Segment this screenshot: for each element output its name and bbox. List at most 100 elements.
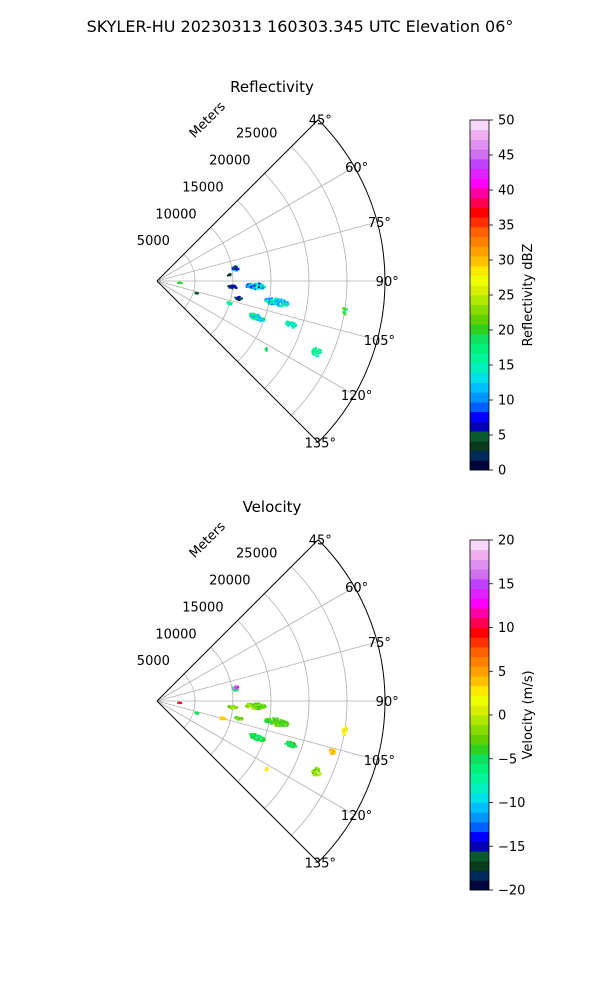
radar-gate-point — [233, 688, 236, 691]
colorbar-segment — [470, 831, 489, 842]
radar-gate-point — [237, 268, 240, 271]
radar-gate-point — [277, 718, 280, 721]
radar-gate-point — [285, 304, 288, 307]
colorbar-segment — [470, 578, 489, 590]
radar-gate-point — [276, 299, 279, 302]
radar-gate-point — [195, 712, 198, 715]
colorbar-tick-label: 40 — [498, 184, 515, 199]
radar-gate-point — [258, 283, 261, 286]
angle-tick-label: 120° — [341, 809, 372, 824]
radar-gate-point — [263, 319, 266, 322]
radar-gate-point — [180, 282, 183, 285]
radar-gate-point — [263, 738, 266, 741]
colorbar-segment — [470, 841, 489, 852]
radar-gate-point — [344, 733, 347, 735]
radar-gate-point — [240, 719, 243, 721]
radial-tick-label: 25000 — [236, 547, 277, 562]
velocity-colorbar-label: Velocity (m/s) — [521, 670, 536, 759]
radar-gate-point — [249, 314, 252, 317]
colorbar-segment — [470, 129, 489, 140]
radar-gate-point — [255, 314, 258, 317]
colorbar-segment — [470, 627, 489, 638]
colorbar-segment — [470, 734, 489, 745]
radar-gate-point — [314, 767, 317, 770]
radar-gate-point — [313, 770, 316, 773]
radar-gate-point — [237, 299, 240, 301]
colorbar-tick-label: 10 — [498, 621, 515, 636]
radar-gate-point — [265, 721, 268, 723]
radar-gate-point — [314, 771, 317, 774]
radar-gate-point — [344, 728, 347, 731]
radar-gate-point — [341, 730, 344, 733]
radar-gate-point — [318, 352, 321, 354]
radar-gate-point — [234, 685, 237, 688]
radar-gate-point — [286, 740, 289, 743]
radar-gate-point — [245, 704, 248, 706]
radar-gate-point — [263, 737, 266, 740]
radar-gate-point — [313, 769, 316, 772]
colorbar-segment — [470, 598, 489, 609]
radar-gate-point — [252, 706, 255, 709]
radar-gate-point — [260, 317, 263, 320]
radar-gate-point — [277, 721, 280, 724]
radar-gate-point — [231, 268, 234, 271]
radar-gate-point — [262, 285, 265, 288]
reflectivity-polar-frame — [156, 119, 386, 443]
radar-gate-point — [317, 773, 320, 776]
colorbar-segment — [470, 860, 489, 871]
colorbar-segment — [470, 685, 489, 696]
radar-gate-point — [261, 287, 264, 289]
radar-gate-point — [285, 321, 288, 323]
radar-gate-point — [254, 285, 257, 288]
radar-gate-point — [332, 752, 335, 755]
colorbar-segment — [470, 295, 489, 306]
radar-gate-point — [227, 285, 230, 287]
colorbar-tick-label: 35 — [498, 219, 515, 234]
colorbar-segment — [470, 802, 489, 813]
radar-gate-point — [253, 315, 256, 318]
radar-gate-point — [254, 735, 257, 738]
radar-gate-point — [231, 706, 234, 709]
radar-gate-point — [284, 323, 287, 326]
angle-tick-label: 75° — [368, 636, 391, 651]
radar-gate-point — [275, 301, 278, 304]
radar-gate-point — [272, 303, 275, 306]
radar-gate-point — [275, 723, 278, 726]
reflectivity-colorbar: 0 5 10 15 20 25 30 35 40 45 50 — [469, 114, 515, 479]
radar-gate-point — [253, 735, 256, 738]
colorbar-segment — [470, 149, 489, 160]
radar-gate-point — [319, 772, 322, 775]
figure-suptitle: SKYLER-HU 20230313 160303.345 UTC Elevat… — [87, 17, 514, 36]
radar-gate-point — [258, 738, 261, 740]
radar-gate-point — [194, 292, 197, 294]
radar-gate-point — [330, 753, 333, 756]
radar-gate-point — [260, 285, 263, 288]
radar-gate-point — [255, 704, 258, 707]
colorbar-segment — [470, 870, 489, 881]
colorbar-tick-label: 5 — [498, 665, 506, 680]
radar-gate-point — [237, 296, 240, 299]
colorbar-segment — [470, 285, 489, 296]
radar-gate-point — [285, 301, 288, 304]
radar-gate-point — [249, 703, 252, 706]
radar-gate-point — [283, 300, 286, 303]
radar-gate-point — [295, 745, 298, 748]
colorbar-segment — [470, 656, 489, 667]
radar-gate-point — [275, 722, 278, 725]
radar-gate-point — [287, 742, 290, 745]
colorbar-segment — [470, 353, 489, 364]
radar-gate-point — [256, 282, 259, 285]
radar-gate-point — [311, 352, 314, 355]
radar-gate-point — [253, 284, 256, 287]
radar-gate-point — [252, 287, 255, 290]
radar-gate-point — [249, 312, 252, 315]
radar-gate-point — [343, 734, 346, 737]
radar-gate-point — [236, 718, 239, 721]
radar-gate-point — [333, 750, 336, 753]
colorbar-segment — [470, 363, 489, 374]
colorbar-segment — [470, 217, 489, 228]
radar-gate-point — [276, 724, 279, 727]
velocity-polar-grid — [156, 566, 385, 836]
angle-tick-label: 135° — [305, 856, 336, 871]
radar-gate-point — [259, 320, 262, 323]
